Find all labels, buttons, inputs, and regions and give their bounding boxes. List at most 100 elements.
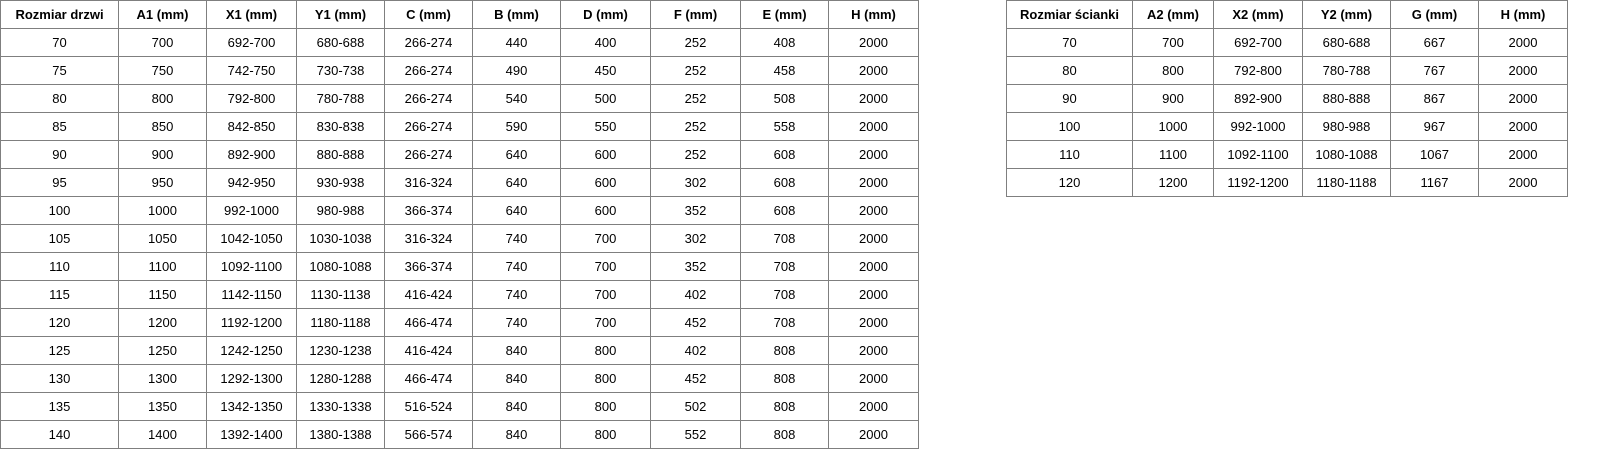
table-row: 100 1000 992-1000 980-988 967 2000 bbox=[1006, 112, 1568, 141]
table-row: 135 1350 1342-1350 1330-1338 516-524 840 800 50… bbox=[0, 392, 919, 421]
table-cell: 608 bbox=[740, 196, 829, 225]
table-cell: 2000 bbox=[828, 28, 919, 57]
table-row: 120 1200 1192-1200 1180-1188 1167 2000 bbox=[1006, 168, 1568, 197]
table-cell: 110 bbox=[1006, 140, 1133, 169]
table-cell: 540 bbox=[472, 84, 561, 113]
table-cell: 950 bbox=[118, 168, 207, 197]
table-cell: 590 bbox=[472, 112, 561, 141]
table-row: 110 1100 1092-1100 1080-1088 1067 2000 bbox=[1006, 140, 1568, 169]
header-row: Rozmiar ścianki A2 (mm) X2 (mm) Y2 (mm) G (m… bbox=[1006, 0, 1568, 29]
table-cell: 2000 bbox=[1478, 56, 1568, 85]
table-cell: 2000 bbox=[1478, 84, 1568, 113]
table-cell: 792-800 bbox=[206, 84, 297, 113]
table-row: 125 1250 1242-1250 1230-1238 416-424 840 800 40… bbox=[0, 336, 919, 365]
column-header: Y1 (mm) bbox=[296, 0, 385, 29]
table-cell: 742-750 bbox=[206, 56, 297, 85]
table-cell: 600 bbox=[560, 196, 651, 225]
table-cell: 800 bbox=[560, 364, 651, 393]
table-cell: 942-950 bbox=[206, 168, 297, 197]
column-header: D (mm) bbox=[560, 0, 651, 29]
table-cell: 2000 bbox=[828, 280, 919, 309]
table-cell: 302 bbox=[650, 224, 741, 253]
table-cell: 600 bbox=[560, 168, 651, 197]
table-cell: 1030-1038 bbox=[296, 224, 385, 253]
table-cell: 2000 bbox=[828, 56, 919, 85]
table-cell: 692-700 bbox=[206, 28, 297, 57]
table-cell: 840 bbox=[472, 392, 561, 421]
table-cell: 440 bbox=[472, 28, 561, 57]
table-cell: 490 bbox=[472, 56, 561, 85]
table-cell: 1342-1350 bbox=[206, 392, 297, 421]
table-row: 100 1000 992-1000 980-988 366-374 640 600 352 60… bbox=[0, 196, 919, 225]
table-cell: 400 bbox=[560, 28, 651, 57]
table-cell: 2000 bbox=[828, 168, 919, 197]
table-row: 70 700 692-700 680-688 266-274 440 400 252 408 20… bbox=[0, 28, 919, 57]
column-header: H (mm) bbox=[828, 0, 919, 29]
table-cell: 90 bbox=[0, 140, 119, 169]
table-cell: 1200 bbox=[1132, 168, 1214, 197]
table-cell: 1100 bbox=[1132, 140, 1214, 169]
table-cell: 840 bbox=[472, 336, 561, 365]
table-row: 75 750 742-750 730-738 266-274 490 450 252 458 20… bbox=[0, 56, 919, 85]
table-cell: 1050 bbox=[118, 224, 207, 253]
table-cell: 808 bbox=[740, 336, 829, 365]
table-cell: 800 bbox=[1132, 56, 1214, 85]
table-cell: 800 bbox=[560, 392, 651, 421]
table-cell: 740 bbox=[472, 308, 561, 337]
table-cell: 90 bbox=[1006, 84, 1133, 113]
table-cell: 692-700 bbox=[1213, 28, 1303, 57]
table-cell: 1130-1138 bbox=[296, 280, 385, 309]
table-cell: 880-888 bbox=[296, 140, 385, 169]
table-cell: 708 bbox=[740, 308, 829, 337]
table-cell: 120 bbox=[0, 308, 119, 337]
table-cell: 140 bbox=[0, 420, 119, 449]
table-cell: 508 bbox=[740, 84, 829, 113]
table-cell: 808 bbox=[740, 392, 829, 421]
table-cell: 80 bbox=[1006, 56, 1133, 85]
table-cell: 352 bbox=[650, 196, 741, 225]
table-cell: 1192-1200 bbox=[206, 308, 297, 337]
column-header: E (mm) bbox=[740, 0, 829, 29]
table-cell: 550 bbox=[560, 112, 651, 141]
table-cell: 2000 bbox=[828, 140, 919, 169]
wall-dimensions-table: Rozmiar ścianki A2 (mm) X2 (mm) Y2 (mm) G (m… bbox=[1006, 0, 1568, 197]
table-cell: 80 bbox=[0, 84, 119, 113]
table-cell: 252 bbox=[650, 28, 741, 57]
table-cell: 980-988 bbox=[296, 196, 385, 225]
table-cell: 458 bbox=[740, 56, 829, 85]
table-cell: 640 bbox=[472, 196, 561, 225]
table-cell: 992-1000 bbox=[1213, 112, 1303, 141]
column-header: C (mm) bbox=[384, 0, 473, 29]
table-cell: 452 bbox=[650, 308, 741, 337]
table-cell: 1192-1200 bbox=[1213, 168, 1303, 197]
table-cell: 1092-1100 bbox=[206, 252, 297, 281]
table-cell: 85 bbox=[0, 112, 119, 141]
table-cell: 1330-1338 bbox=[296, 392, 385, 421]
table-cell: 316-324 bbox=[384, 168, 473, 197]
table-cell: 840 bbox=[472, 420, 561, 449]
column-header: B (mm) bbox=[472, 0, 561, 29]
table-cell: 1200 bbox=[118, 308, 207, 337]
column-header: A2 (mm) bbox=[1132, 0, 1214, 29]
table-cell: 1350 bbox=[118, 392, 207, 421]
table-row: 115 1150 1142-1150 1130-1138 416-424 740 700 40… bbox=[0, 280, 919, 309]
table-cell: 1180-1188 bbox=[296, 308, 385, 337]
table-cell: 2000 bbox=[1478, 140, 1568, 169]
table-cell: 800 bbox=[118, 84, 207, 113]
table-cell: 100 bbox=[0, 196, 119, 225]
table-row: 130 1300 1292-1300 1280-1288 466-474 840 800 45… bbox=[0, 364, 919, 393]
table-cell: 700 bbox=[560, 252, 651, 281]
table-cell: 366-374 bbox=[384, 252, 473, 281]
table-cell: 1080-1088 bbox=[296, 252, 385, 281]
table-cell: 1150 bbox=[118, 280, 207, 309]
table-cell: 1142-1150 bbox=[206, 280, 297, 309]
table-cell: 667 bbox=[1390, 28, 1479, 57]
table-row: 105 1050 1042-1050 1030-1038 316-324 740 700 30… bbox=[0, 224, 919, 253]
table-cell: 1280-1288 bbox=[296, 364, 385, 393]
table-cell: 416-424 bbox=[384, 280, 473, 309]
table-cell: 840 bbox=[472, 364, 561, 393]
table-cell: 800 bbox=[560, 336, 651, 365]
table-cell: 2000 bbox=[1478, 112, 1568, 141]
table-cell: 1000 bbox=[118, 196, 207, 225]
table-cell: 2000 bbox=[828, 308, 919, 337]
